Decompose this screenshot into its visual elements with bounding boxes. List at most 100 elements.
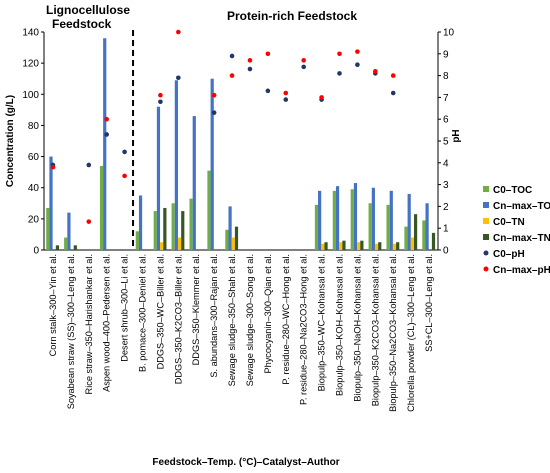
point-cn-max-ph [301, 58, 306, 63]
bar-c0-toc [189, 198, 193, 250]
bar-cn-max-tn [413, 214, 418, 250]
x-tick-label: B. pomace–300–Deniel et al. [138, 254, 148, 372]
bar-cn-max-toc [67, 212, 71, 250]
bar-c0-tn [357, 242, 361, 250]
point-c0-ph [122, 149, 127, 155]
point-c0-ph [301, 64, 306, 70]
point-c0-ph [229, 53, 235, 59]
legend-swatch [483, 186, 489, 192]
bar-cn-max-tn [181, 211, 185, 250]
x-tick-label: DDGS–350–Klemmer et al. [191, 254, 201, 365]
x-axis-title: Feedstock–Temp. (°C)–Catalyst–Author [152, 457, 339, 468]
point-cn-max-ph [86, 219, 92, 224]
y2-tick-label: 5 [443, 137, 449, 148]
x-tick-label: Biopulp–350–WC–Kohansal et al. [317, 254, 327, 391]
point-c0-ph [337, 71, 342, 76]
bar-cn-max-toc [192, 116, 196, 250]
point-c0-ph [355, 62, 360, 67]
x-tick-label: Aspen wood–400–Pedersen et al. [102, 254, 112, 392]
legend-label: Cn–max–TOC [493, 201, 550, 212]
point-cn-max-ph [211, 92, 217, 98]
point-c0-ph [390, 90, 396, 96]
bar-c0-toc [153, 211, 157, 250]
point-c0-ph [158, 99, 163, 105]
x-tick-label: P. residue–280–WC–Hong et al. [281, 254, 291, 385]
bar-c0-toc [225, 229, 229, 250]
bar-cn-max-toc [335, 186, 340, 250]
y2-tick-label: 6 [443, 115, 449, 126]
bar-cn-max-tn [234, 226, 239, 250]
point-cn-max-ph [390, 73, 396, 78]
legend-label: C0–pH [493, 249, 525, 260]
x-tick-label: DDGS–350–WC–Biller et al. [155, 254, 165, 369]
bar-c0-toc [386, 204, 390, 250]
point-cn-max-ph [229, 73, 235, 78]
y-tick-label: 60 [28, 152, 40, 163]
point-cn-max-ph [373, 68, 378, 74]
legend-swatch [483, 202, 489, 208]
x-tick-label: Soyabean straw (SS)–300–Leng et al. [66, 254, 76, 409]
y2-tick-label: 7 [443, 93, 449, 104]
point-cn-max-ph [283, 90, 289, 96]
bar-cn-max-tn [73, 245, 77, 250]
x-tick-label: Phycocyanin–300–Qian et al. [263, 254, 273, 374]
point-c0-ph [265, 88, 271, 94]
y2-axis-title: pH [451, 129, 462, 142]
point-cn-max-ph [355, 49, 360, 54]
legend-swatch [483, 218, 489, 224]
x-tick-label: P. residue–280–Na2CO3–Hong et al. [299, 254, 309, 405]
bar-c0-tn [374, 243, 379, 250]
region-label-lignocellulose-line2: Feedstock [52, 17, 112, 31]
bar-c0-toc [46, 207, 50, 250]
point-cn-max-ph [247, 58, 253, 63]
bar-cn-max-toc [389, 190, 393, 250]
bar-cn-max-toc [210, 78, 214, 250]
bar-c0-toc [64, 237, 68, 250]
bar-cn-max-toc [156, 106, 161, 250]
x-tick-label: S. abundans–300–Rajan et al. [209, 254, 219, 378]
bar-cn-max-tn [55, 245, 59, 250]
y-tick-label: 140 [22, 28, 39, 39]
bar-cn-max-toc [425, 203, 429, 250]
legend-swatch [483, 266, 489, 272]
point-cn-max-ph [265, 51, 271, 57]
bar-cn-max-tn [324, 242, 328, 250]
bar-c0-toc [314, 204, 319, 250]
bar-cn-max-tn [431, 232, 436, 250]
bar-cn-max-toc [228, 206, 232, 250]
y-tick-label: 80 [28, 121, 40, 132]
y2-tick-label: 4 [443, 158, 449, 169]
legend-label: C0–TN [493, 217, 525, 228]
bar-cn-max-toc [138, 195, 143, 250]
point-c0-ph [86, 162, 92, 168]
bar-cn-max-tn [378, 242, 382, 250]
bar-c0-tn [231, 237, 235, 250]
point-cn-max-ph [104, 116, 109, 122]
bar-cn-max-tn [163, 207, 167, 250]
bar-c0-toc [422, 220, 426, 250]
bar-c0-toc [171, 203, 175, 250]
bar-c0-toc [350, 189, 354, 250]
y2-tick-label: 9 [443, 49, 449, 60]
point-c0-ph [247, 66, 253, 72]
point-cn-max-ph [158, 92, 163, 98]
point-cn-max-ph [337, 51, 342, 57]
x-tick-label: Sewage sludge–350–Shah et al. [227, 254, 237, 386]
y2-tick-label: 0 [443, 246, 449, 257]
y2-tick-label: 10 [443, 28, 455, 39]
point-c0-ph [176, 75, 181, 81]
bar-c0-toc [207, 170, 211, 250]
bar-cn-max-toc [407, 193, 411, 250]
region-label-protein: Protein-rich Feedstock [227, 9, 357, 23]
bar-cn-max-tn [342, 240, 346, 250]
point-c0-ph [104, 132, 109, 137]
bar-c0-toc [404, 226, 408, 250]
point-cn-max-ph [176, 29, 181, 35]
y-tick-label: 120 [22, 59, 39, 70]
bar-cn-max-tn [360, 240, 364, 250]
point-cn-max-ph [50, 164, 56, 170]
y2-tick-label: 2 [443, 202, 449, 213]
bar-c0-toc [135, 231, 139, 250]
bar-c0-toc [368, 203, 372, 250]
